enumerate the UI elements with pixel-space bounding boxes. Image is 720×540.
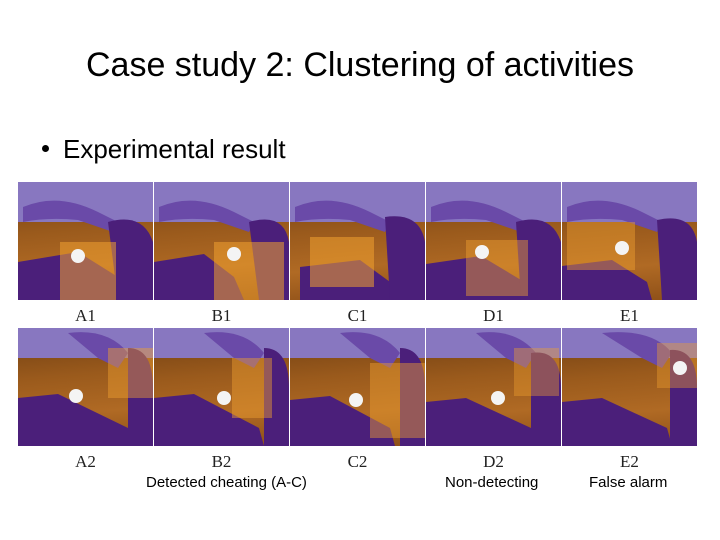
frame-label-c2: C2 (347, 452, 368, 471)
frame-label-e2: E2 (620, 452, 639, 471)
video-frame-a1 (18, 182, 153, 300)
video-frame-b1 (154, 182, 289, 300)
video-frame-e2 (562, 328, 697, 446)
video-frame-c2 (290, 328, 425, 446)
caption-detected: Detected cheating (A-C) (146, 474, 307, 491)
frame-label-b1: B1 (211, 306, 232, 325)
video-frame-d2 (426, 328, 561, 446)
bullet-item: Experimental result (42, 134, 286, 165)
video-frame-c1 (290, 182, 425, 300)
bullet-dot-icon (42, 144, 49, 152)
caption-non-detecting: Non-detecting (445, 474, 539, 491)
frame-label-b2: B2 (211, 452, 232, 471)
video-frame-e1 (562, 182, 697, 300)
frame-label-e1: E1 (620, 306, 639, 325)
frame-label-d1: D1 (483, 306, 504, 325)
video-frame-a2 (18, 328, 153, 446)
caption-false-alarm: False alarm (589, 474, 668, 491)
frame-label-a1: A1 (75, 306, 96, 325)
video-frame-d1 (426, 182, 561, 300)
slide-title: Case study 2: Clustering of activities (85, 46, 635, 84)
frame-label-d2: D2 (483, 452, 504, 471)
frame-label-a2: A2 (75, 452, 96, 471)
video-frame-b2 (154, 328, 289, 446)
frame-label-c1: C1 (347, 306, 368, 325)
bullet-text: Experimental result (63, 134, 286, 164)
